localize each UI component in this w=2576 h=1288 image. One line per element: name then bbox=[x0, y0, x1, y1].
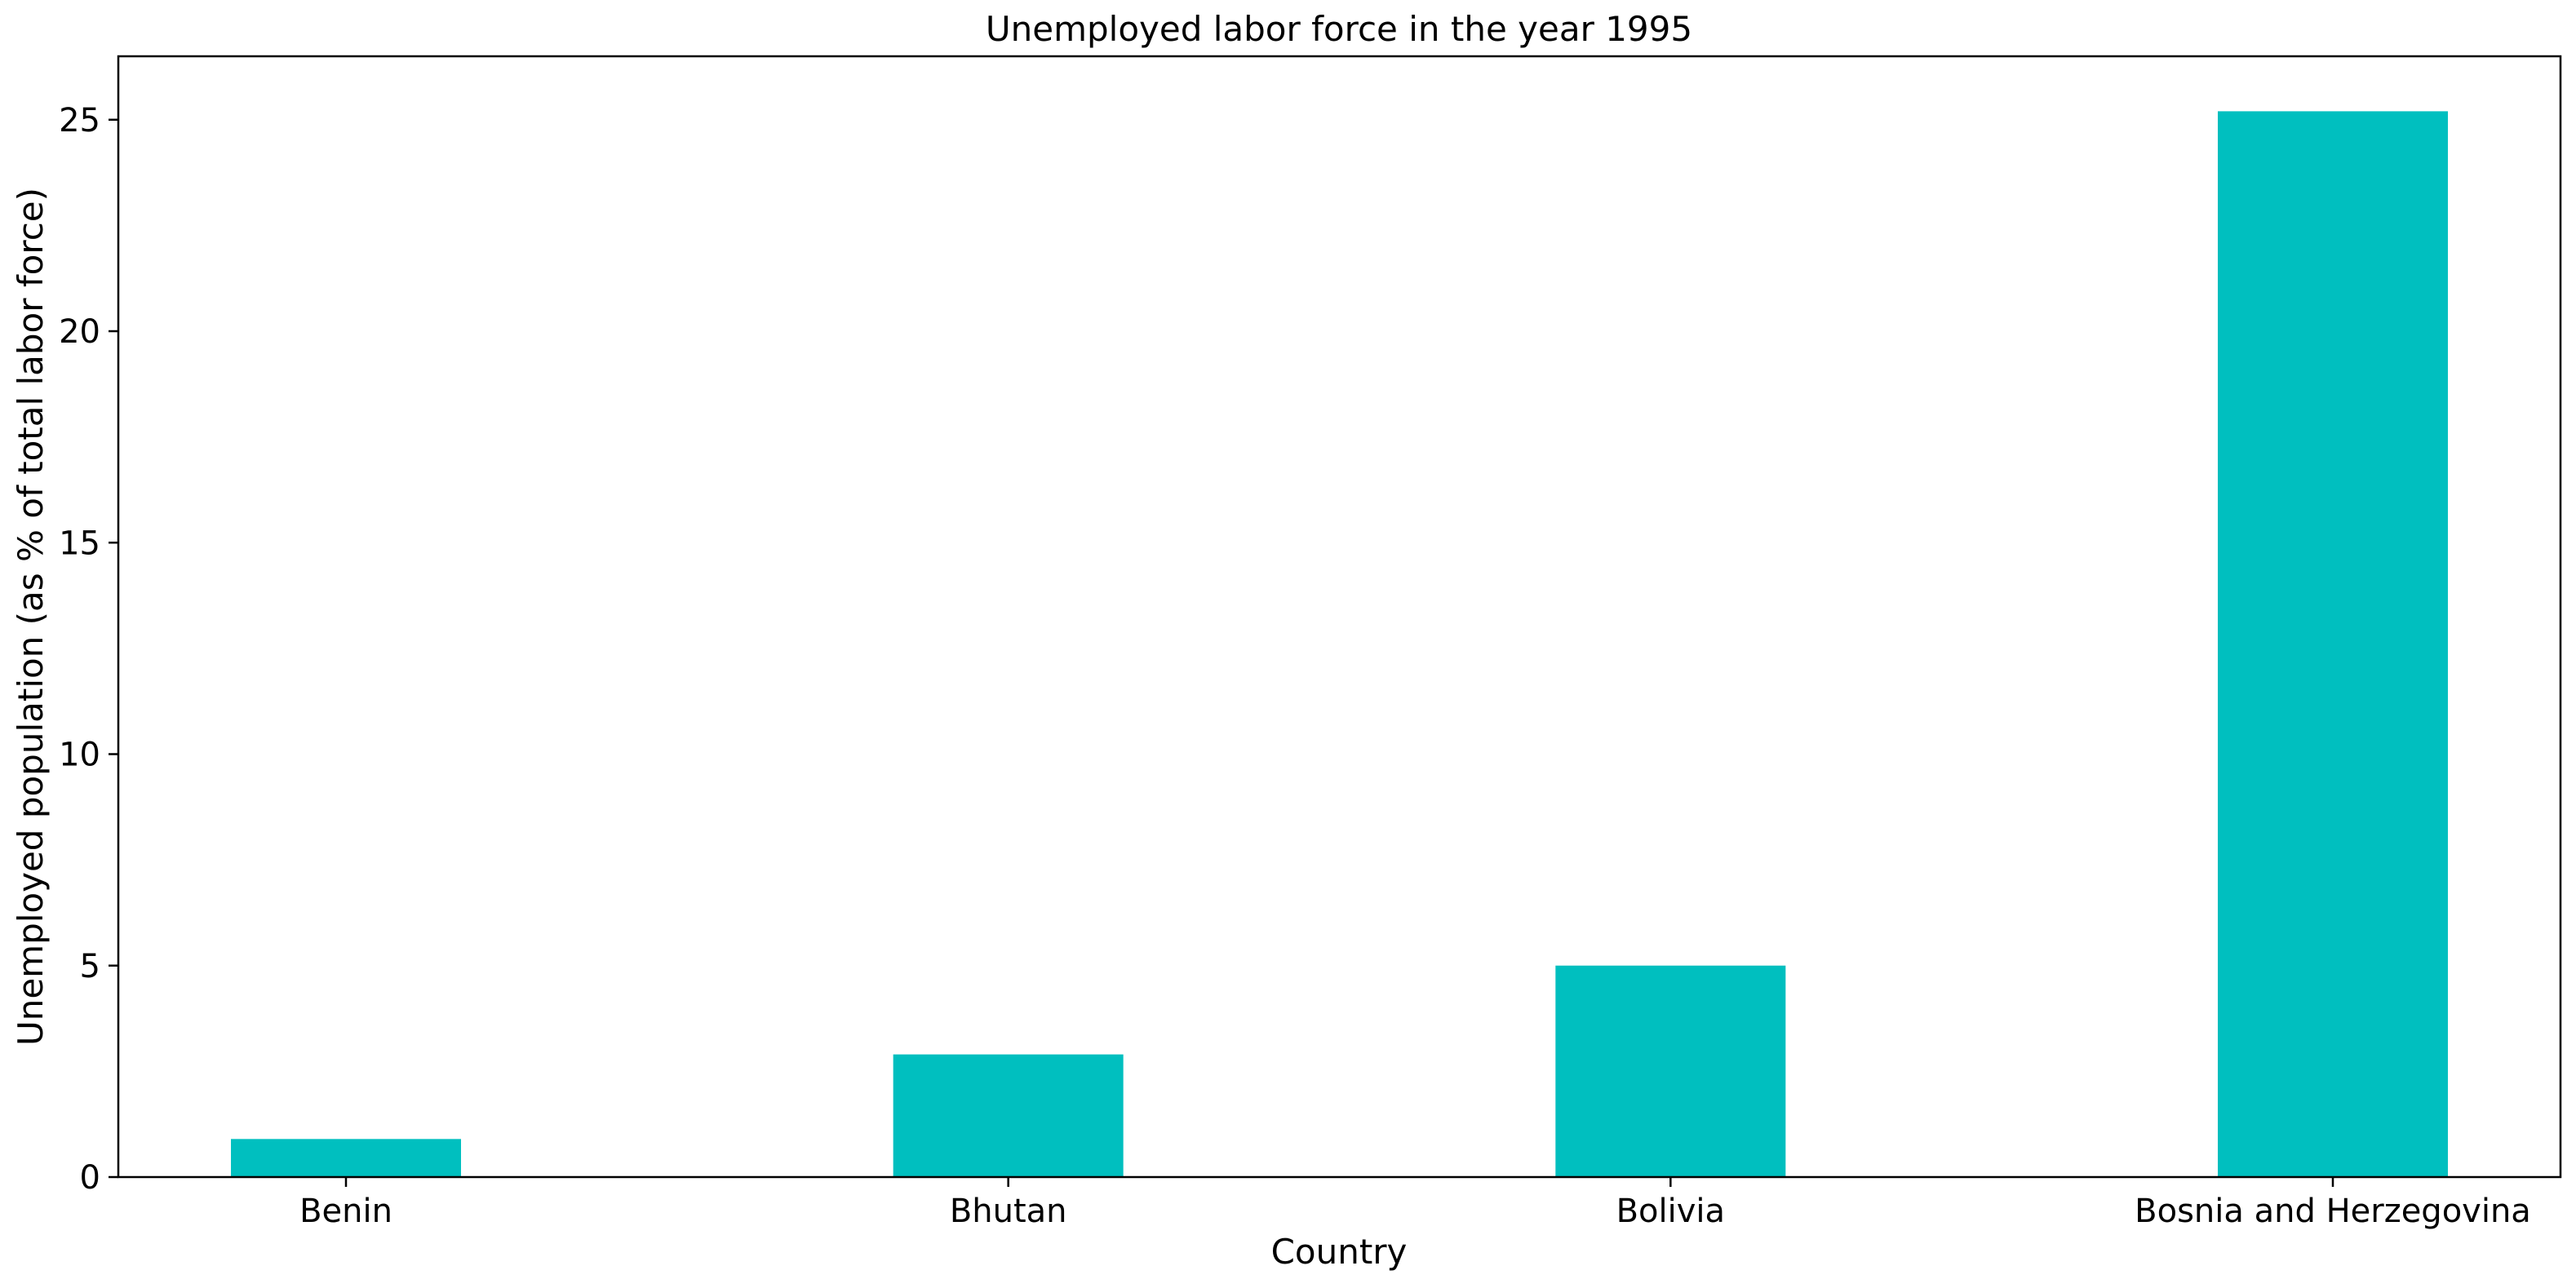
bar-bosnia-and-herzegovina bbox=[2218, 111, 2448, 1177]
y-tick-label: 5 bbox=[80, 948, 100, 985]
chart-title: Unemployed labor force in the year 1995 bbox=[986, 9, 1692, 49]
x-axis-ticks: Benin Bhutan Bolivia Bosnia and Herzegovina bbox=[299, 1177, 2531, 1230]
plot-frame bbox=[117, 55, 2562, 1179]
x-axis-label: Country bbox=[1271, 1232, 1408, 1272]
bar-benin bbox=[231, 1139, 461, 1177]
y-axis-ticks: 0 5 10 15 20 25 bbox=[59, 102, 118, 1197]
x-tick-label: Benin bbox=[299, 1193, 392, 1230]
y-tick-label: 20 bbox=[59, 313, 100, 351]
bars-layer bbox=[231, 111, 2448, 1177]
bar-bhutan bbox=[893, 1054, 1124, 1177]
y-tick-label: 0 bbox=[80, 1159, 100, 1197]
y-tick-label: 15 bbox=[59, 524, 100, 562]
y-axis-label: Unemployed population (as % of total lab… bbox=[11, 188, 51, 1046]
x-tick-label: Bosnia and Herzegovina bbox=[2135, 1193, 2531, 1230]
y-tick-label: 25 bbox=[59, 102, 100, 139]
bar-bolivia bbox=[1555, 965, 1786, 1177]
x-tick-label: Bhutan bbox=[950, 1193, 1067, 1230]
x-tick-label: Bolivia bbox=[1616, 1193, 1725, 1230]
y-tick-label: 10 bbox=[59, 737, 100, 774]
